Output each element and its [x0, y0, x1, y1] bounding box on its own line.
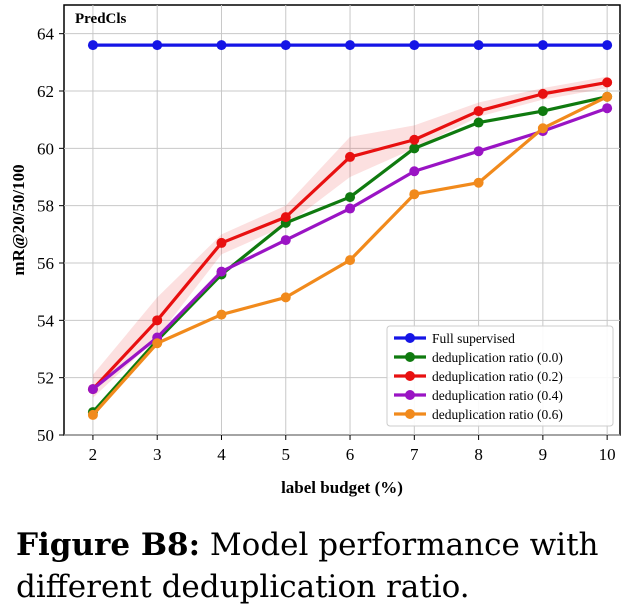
data-point: [537, 40, 548, 51]
data-point: [473, 117, 484, 128]
data-point: [409, 166, 420, 177]
y-tick-label: 52: [37, 369, 54, 388]
legend-label: deduplication ratio (0.2): [432, 369, 563, 384]
legend-label: deduplication ratio (0.6): [432, 407, 563, 422]
data-point: [473, 40, 484, 51]
data-point: [216, 40, 227, 51]
legend: Full supervised deduplication ratio (0.0)…: [386, 325, 614, 427]
x-axis-label: label budget (%): [281, 478, 403, 497]
x-tick-label: 3: [153, 445, 162, 464]
data-point: [280, 212, 291, 223]
data-point: [87, 409, 98, 420]
data-point: [152, 40, 163, 51]
data-point: [409, 134, 420, 145]
data-point: [345, 255, 356, 266]
x-tick-label: 8: [474, 445, 483, 464]
x-tick-label: 4: [217, 445, 226, 464]
data-point: [345, 203, 356, 214]
legend-marker: [405, 352, 415, 362]
data-point: [216, 309, 227, 320]
data-point: [537, 106, 548, 117]
confidence-bands: [92, 76, 608, 398]
legend-marker: [405, 371, 415, 381]
data-point: [473, 177, 484, 188]
x-tick-label: 6: [346, 445, 355, 464]
data-point: [537, 88, 548, 99]
legend-label: Full supervised: [432, 331, 515, 346]
data-point: [602, 103, 613, 114]
figure-caption: Figure B8: Model performance with differ…: [16, 524, 621, 608]
data-point: [280, 40, 291, 51]
legend-frame: [386, 325, 614, 427]
caption-label: Figure B8:: [16, 527, 201, 563]
legend-marker: [405, 390, 415, 400]
data-point: [87, 384, 98, 395]
legend-marker: [405, 333, 415, 343]
data-point: [87, 40, 98, 51]
data-point: [409, 189, 420, 200]
data-point: [345, 192, 356, 203]
x-tick-label: 7: [410, 445, 419, 464]
chart-title: PredCls: [75, 11, 127, 27]
y-axis-label: mR@20/50/100: [9, 164, 28, 275]
y-tick-label: 58: [37, 197, 54, 216]
x-tick-label: 9: [539, 445, 548, 464]
series-lines: [87, 40, 613, 420]
data-point: [537, 123, 548, 134]
series-0: [87, 40, 613, 51]
series-2: [87, 77, 613, 395]
data-point: [409, 143, 420, 154]
caption-text: Model performance with different dedupli…: [16, 527, 599, 605]
y-tick-label: 56: [37, 254, 54, 273]
y-tick-label: 64: [37, 25, 55, 44]
x-tick-label: 2: [89, 445, 98, 464]
data-point: [345, 40, 356, 51]
y-tick-label: 62: [37, 82, 54, 101]
data-point: [216, 237, 227, 248]
legend-marker: [405, 409, 415, 419]
data-point: [473, 106, 484, 117]
data-point: [280, 292, 291, 303]
x-tick-label: 5: [282, 445, 291, 464]
y-tick-label: 50: [37, 426, 54, 445]
data-point: [280, 235, 291, 246]
data-point: [152, 338, 163, 349]
confidence-band: [92, 76, 608, 398]
data-point: [152, 315, 163, 326]
y-tick-label: 54: [37, 311, 55, 330]
data-point: [345, 151, 356, 162]
data-point: [602, 40, 613, 51]
data-point: [602, 91, 613, 102]
data-point: [602, 77, 613, 88]
y-tick-label: 60: [37, 139, 54, 158]
data-point: [216, 266, 227, 277]
series-4: [87, 91, 613, 420]
legend-label: deduplication ratio (0.4): [432, 388, 563, 403]
legend-label: deduplication ratio (0.0): [432, 350, 563, 365]
data-point: [409, 40, 420, 51]
data-point: [473, 146, 484, 157]
series-3: [87, 103, 613, 395]
x-tick-label: 10: [599, 445, 616, 464]
